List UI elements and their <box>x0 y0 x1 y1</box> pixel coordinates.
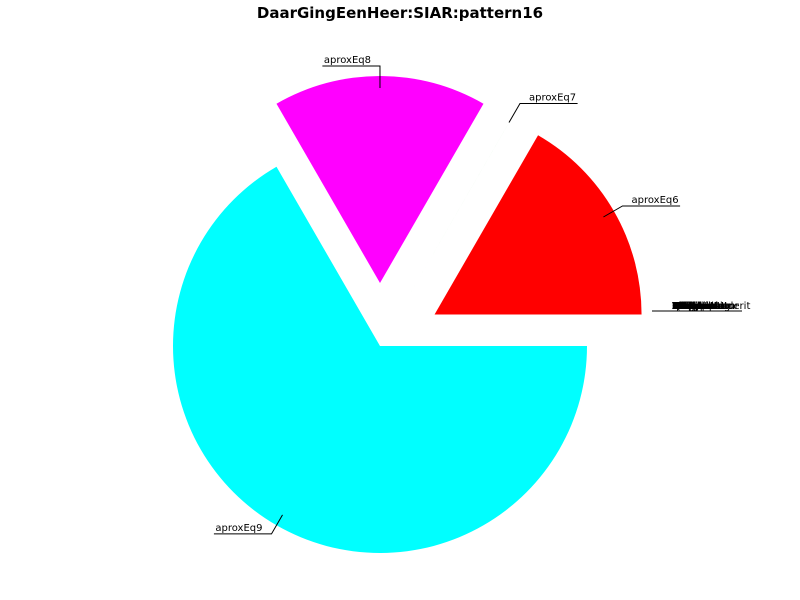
overlap-label-Fugiat: Fugiat <box>677 301 708 312</box>
overlap-label-Mollit: Mollit <box>674 301 701 312</box>
overlap-label-Culpa: Culpa <box>679 301 708 312</box>
overlap-label-Anim: Anim <box>676 301 702 312</box>
overlap-label-Labore: Labore <box>677 301 711 312</box>
overlap-label-Pariatur: Pariatur <box>679 301 719 312</box>
overlap-label-Adipiscing: Adipiscing <box>679 301 730 312</box>
overlap-label-Reprehenderit: Reprehenderit <box>679 301 750 312</box>
overlap-label-Proident: Proident <box>677 301 718 312</box>
overlap-label-Duis: Duis <box>676 301 698 312</box>
overlap-label-Sed: Sed <box>673 301 692 312</box>
overlap-label-Corporis: Corporis <box>674 301 716 312</box>
overlap-label-Amet: Amet <box>676 301 703 312</box>
overlap-label-Suscipit: Suscipit <box>676 301 715 312</box>
overlap-label-Laboris: Laboris <box>678 301 714 312</box>
overlap-label-Nisi: Nisi <box>679 301 697 312</box>
overlap-label-Velit: Velit <box>673 301 695 312</box>
leader-line-aproxEq8 <box>322 65 381 89</box>
overlap-label-Utlabore: Utlabore <box>678 301 721 312</box>
pie-slice-aproxEq6 <box>434 135 642 315</box>
overlap-label-Incididunt: Incididunt <box>676 301 726 312</box>
overlap-label-Sunt: Sunt <box>678 301 701 312</box>
overlap-label-Lorem: Lorem <box>672 301 703 312</box>
leader-line-aproxEq7 <box>508 103 578 123</box>
overlap-label-Quis: Quis <box>673 301 695 312</box>
overlap-label-Irure: Irure <box>678 301 701 312</box>
overlap-label-Aliqua: Aliqua <box>679 301 710 312</box>
overlap-label-Ullamco: Ullamco <box>677 301 717 312</box>
overlapping-label-cluster: LoremIpsumDolorAmetSitConsecteturAdipisc… <box>652 301 750 312</box>
overlap-label-Officia: Officia <box>672 301 704 312</box>
overlap-label-Cupidatat: Cupidatat <box>676 301 725 312</box>
overlap-label-Voluptate: Voluptate <box>672 301 720 312</box>
overlap-label-Consectetur: Consectetur <box>678 301 740 312</box>
overlap-label-Ipsum: Ipsum <box>673 301 704 312</box>
overlap-label-Sint: Sint <box>673 301 692 312</box>
overlap-label-Exercitation: Exercitation <box>676 301 735 312</box>
overlap-label-Nostrum: Nostrum <box>672 301 715 312</box>
pie-slice-aproxEq9 <box>172 166 587 554</box>
overlap-label-Dolor: Dolor <box>674 301 702 312</box>
slice-label-aproxEq9: aproxEq9 <box>215 523 262 534</box>
overlap-label-Duisaute: Duisaute <box>679 301 724 312</box>
slice-label-aproxEq6: aproxEq6 <box>631 195 678 206</box>
overlap-label-Tempor: Tempor <box>673 301 712 312</box>
pie-slice-aproxEq7 <box>411 112 515 292</box>
overlap-label-Sit: Sit <box>677 301 690 312</box>
overlap-label-Veniam: Veniam <box>672 301 709 312</box>
overlap-label-Magna: Magna <box>678 301 712 312</box>
leader-line-aproxEq6 <box>603 205 681 218</box>
overlap-label-Excepteur: Excepteur <box>672 301 723 312</box>
overlap-label-Occaecat: Occaecat <box>674 301 721 312</box>
leader-line-aproxEq9 <box>213 514 283 535</box>
overlap-label-Nulla: Nulla <box>678 301 704 312</box>
overlap-label-Elit: Elit <box>672 301 688 312</box>
chart-title: DaarGingEenHeer:SIAR:pattern16 <box>257 4 543 22</box>
overlap-label-Commodo: Commodo <box>673 301 724 312</box>
overlap-label-Laborum: Laborum <box>677 301 721 312</box>
slice-label-aproxEq7: aproxEq7 <box>529 93 576 104</box>
slice-label-aproxEq8: aproxEq8 <box>324 55 371 66</box>
overlap-label-Esse: Esse <box>674 301 697 312</box>
overlap-label-Consequat: Consequat <box>674 301 728 312</box>
overlap-label-Aliquip: Aliquip <box>672 301 706 312</box>
overlap-label-Cillum: Cillum <box>676 301 707 312</box>
overlap-label-Deserunt: Deserunt <box>673 301 719 312</box>
overlap-label-Nostrud: Nostrud <box>674 301 714 312</box>
overlap-label-Aute: Aute <box>677 301 700 312</box>
pie-slice-aproxEq8 <box>276 76 484 284</box>
overlap-label-Ullam: Ullam <box>673 301 702 312</box>
overlap-label-Laboriosam: Laboriosam <box>677 301 735 312</box>
